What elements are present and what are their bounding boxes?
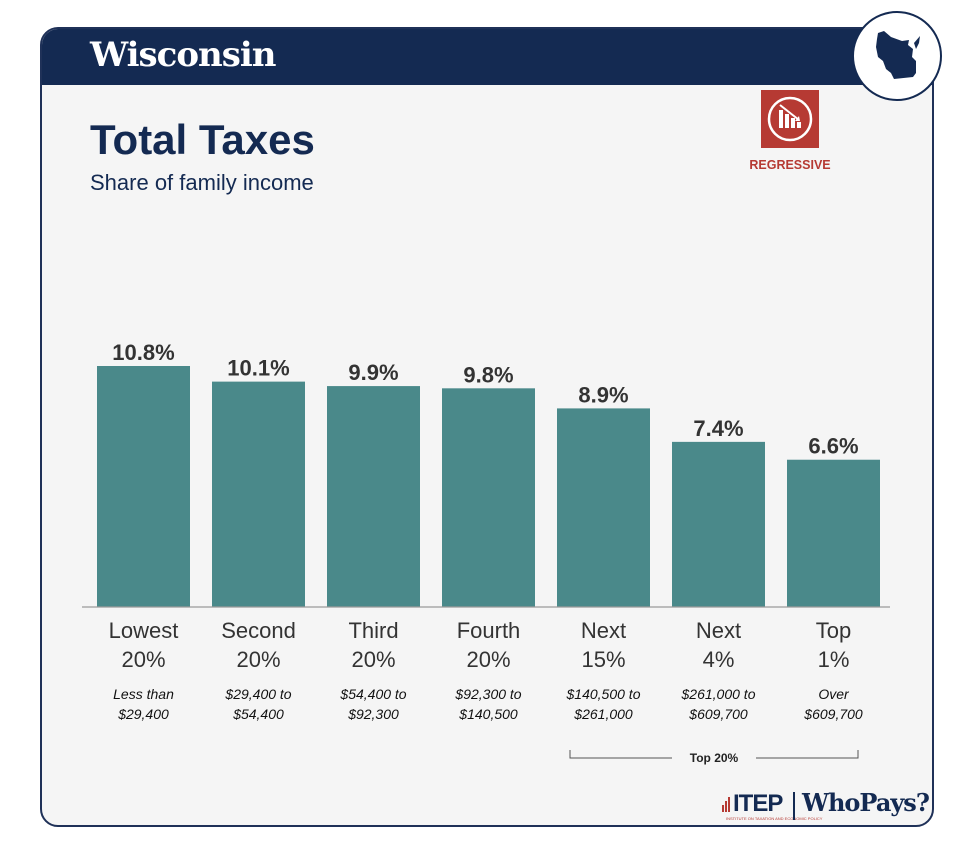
bar-value-label: 10.8% [112,340,174,365]
income-range-label: $54,400 to [339,686,406,702]
itep-subtitle: INSTITUTE ON TAXATION AND ECONOMIC POLIC… [726,816,823,821]
category-percentile: 4% [703,647,735,672]
category-percentile: 20% [351,647,395,672]
bar-value-label: 10.1% [227,356,289,381]
income-range-label: $261,000 [573,706,633,722]
bar [212,381,305,607]
regressive-label: REGRESSIVE [749,158,831,172]
bar [327,386,420,607]
bar-value-label: 9.9% [348,360,398,385]
category-percentile: 15% [581,647,625,672]
category-label: Second [221,618,296,643]
itep-logo-icon [722,796,732,817]
bar [787,459,880,607]
category-percentile: 20% [121,647,165,672]
wisconsin-map-icon [852,11,942,101]
bar [672,441,765,607]
category-label: Fourth [457,618,521,643]
category-label: Top [816,618,851,643]
bar [97,366,190,607]
whopays-logo: WhoPays? [802,788,930,817]
category-percentile: 20% [236,647,280,672]
category-label: Next [696,618,741,643]
income-range-label: $261,000 to [681,686,756,702]
income-range-label: $54,400 [232,706,284,722]
bar-value-label: 9.8% [463,362,513,387]
bar-value-label: 8.9% [578,382,628,407]
top-20-bracket [569,750,859,759]
footer-divider [793,792,795,820]
itep-logo: ITEP [733,790,783,817]
income-range-label: $29,400 [117,706,169,722]
category-percentile: 20% [466,647,510,672]
top-20-label: Top 20% [690,751,739,765]
bar-value-label: 6.6% [808,434,858,459]
bar [442,388,535,607]
income-range-label: $29,400 to [224,686,291,702]
chart-title: Total Taxes [90,116,315,163]
category-label: Lowest [109,618,179,643]
income-range-label: $609,700 [688,706,748,722]
income-range-label: Over [818,686,850,702]
category-percentile: 1% [818,647,850,672]
state-name: Wisconsin [90,35,277,75]
income-range-label: Less than [113,686,174,702]
income-range-label: $609,700 [803,706,863,722]
bar-value-label: 7.4% [693,416,743,441]
bar [557,408,650,607]
income-range-label: $140,500 [458,706,518,722]
income-range-label: $92,300 to [454,686,521,702]
regressive-chart-icon [761,90,819,148]
income-range-label: $140,500 to [566,686,641,702]
header-bar: Wisconsin [42,29,932,85]
category-label: Third [348,618,398,643]
chart-subtitle: Share of family income [90,170,314,195]
income-range-label: $92,300 [347,706,399,722]
category-label: Next [581,618,626,643]
